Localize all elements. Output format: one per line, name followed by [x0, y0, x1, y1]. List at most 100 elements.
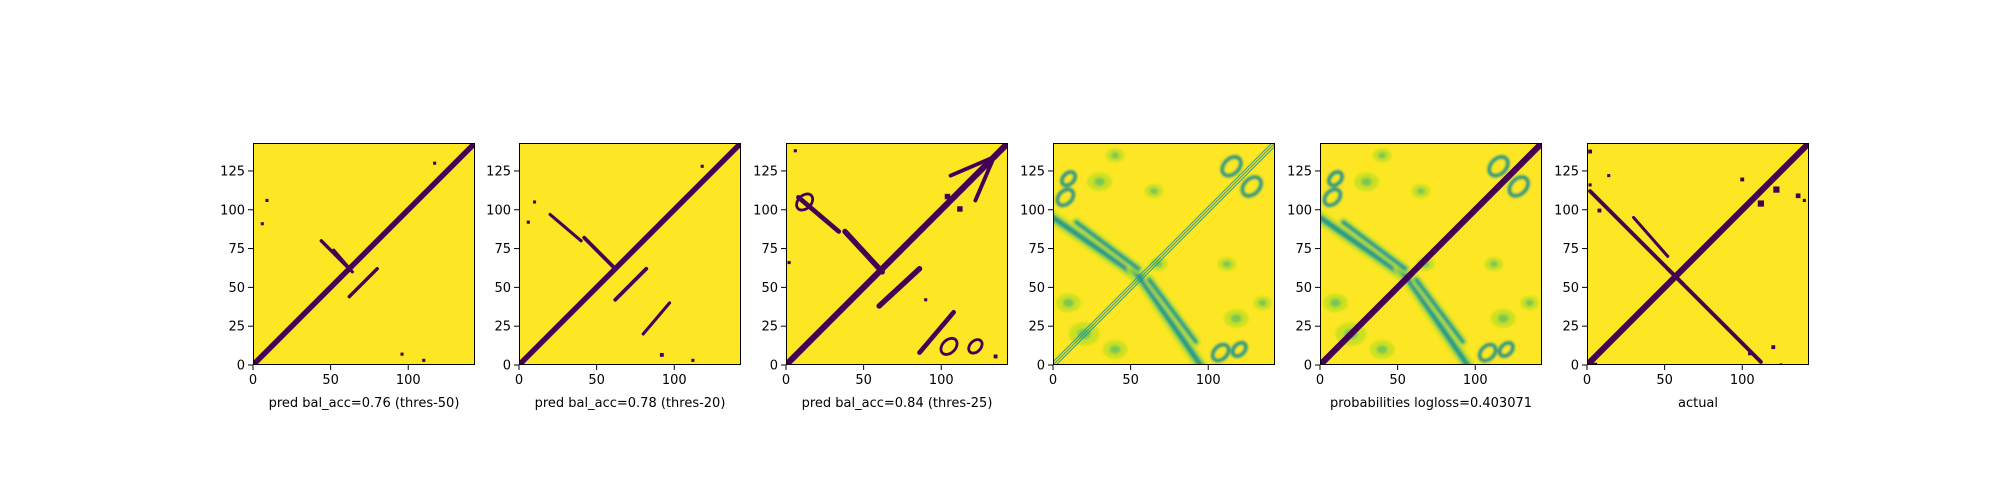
- y-tick-label: 125: [220, 164, 245, 179]
- contact-blob: [1795, 193, 1801, 199]
- contact-blob: [433, 161, 437, 165]
- probability-cloud-core: [1376, 345, 1388, 354]
- probability-cloud-core: [1110, 152, 1120, 159]
- axes-frame: [1587, 143, 1809, 365]
- band-core: [1342, 220, 1407, 270]
- probability-cloud-core: [1258, 299, 1267, 307]
- x-tick-label: 100: [1196, 373, 1221, 388]
- y-tick-label: 125: [1287, 164, 1312, 179]
- contact-ring: [1060, 170, 1077, 188]
- y-tick-label: 25: [228, 320, 245, 335]
- heatmap-cells: [1587, 143, 1809, 365]
- contact-blob: [1771, 345, 1776, 350]
- x-tick-label: 50: [322, 373, 339, 388]
- contact-blob: [1773, 186, 1780, 193]
- contact-band: [582, 235, 618, 271]
- diagonal-band: [1320, 143, 1542, 365]
- band-core: [1148, 278, 1198, 343]
- y-tick-label: 0: [503, 359, 511, 374]
- x-tick-label: 100: [662, 373, 687, 388]
- y-tick-label: 125: [753, 164, 778, 179]
- band-core: [1415, 278, 1465, 343]
- contact-blob: [400, 352, 404, 356]
- x-tick-label: 100: [1463, 373, 1488, 388]
- heatmap-panel-5: 0 50 100 0 25 50 75 100 125 probabilities logloss…: [1287, 143, 1542, 411]
- x-axis-label: pred bal_acc=0.84 (thres-25): [802, 396, 993, 411]
- contact-ring: [1240, 175, 1263, 198]
- contact-blob: [1588, 183, 1592, 187]
- diagonal-band: [253, 143, 475, 365]
- contact-blob: [957, 206, 963, 212]
- axes-frame: [1320, 143, 1542, 365]
- probability-cloud-core: [1525, 299, 1534, 307]
- probability-cloud-core: [1149, 187, 1159, 195]
- contact-ring: [1327, 170, 1344, 188]
- heatmap-panel-2: 0 50 100 0 25 50 75 100 125 pred bal_acc=0.78 (th…: [486, 143, 741, 411]
- y-tick-label: 0: [1571, 359, 1579, 374]
- heatmap-panel-1: 0 50 100 0 25 50 75 100 125 pred bal_acc=0.76 (th…: [220, 143, 475, 411]
- y-tick-label: 100: [220, 203, 245, 218]
- x-tick-label: 50: [1122, 373, 1139, 388]
- y-tick-label: 50: [1028, 281, 1045, 296]
- y-tick-label: 50: [1295, 281, 1312, 296]
- axes-frame: [1053, 143, 1275, 365]
- contact-blob: [1740, 177, 1745, 182]
- x-tick-label: 50: [1656, 373, 1673, 388]
- probability-cloud-core: [1154, 260, 1163, 268]
- contact-blob: [260, 222, 264, 226]
- axes-frame: [786, 143, 1008, 365]
- x-tick-label: 0: [249, 373, 257, 388]
- y-tick-label: 0: [1037, 359, 1045, 374]
- x-tick-label: 0: [782, 373, 790, 388]
- y-tick-label: 75: [494, 242, 511, 257]
- x-tick-label: 0: [1049, 373, 1057, 388]
- probability-cloud-core: [1416, 187, 1426, 195]
- contact-band: [332, 248, 354, 274]
- diagonal-line: [1053, 143, 1275, 365]
- contact-band: [613, 266, 649, 302]
- diagonal-band: [1587, 143, 1809, 365]
- contact-blob: [526, 220, 530, 224]
- y-tick-label: 100: [753, 203, 778, 218]
- x-axis-label: pred bal_acc=0.76 (thres-50): [269, 396, 460, 411]
- probability-cloud-core: [1360, 177, 1373, 187]
- y-tick-label: 75: [1028, 242, 1045, 257]
- contact-band: [973, 155, 996, 203]
- contact-ring: [1230, 341, 1248, 358]
- x-axis-label: probabilities logloss=0.403071: [1330, 396, 1532, 411]
- y-tick-label: 100: [1287, 203, 1312, 218]
- heatmap-cells: [1320, 143, 1542, 365]
- contact-band: [796, 195, 842, 234]
- probability-cloud-core: [1497, 314, 1509, 323]
- heatmap-panel-4: 0 50 100 0 25 50 75 100 125: [1020, 143, 1275, 388]
- y-tick-label: 125: [1554, 164, 1579, 179]
- contact-band: [876, 266, 923, 309]
- x-axis-label: pred bal_acc=0.78 (thres-20): [535, 396, 726, 411]
- x-tick-label: 0: [1583, 373, 1591, 388]
- probability-cloud-core: [1062, 298, 1075, 308]
- contact-blob: [659, 352, 664, 357]
- contact-blob: [793, 149, 797, 153]
- y-tick-label: 75: [1562, 242, 1579, 257]
- contact-ring: [1487, 155, 1510, 178]
- heatmap-panel-3: 0 50 100 0 25 50 75 100 125 pred bal_acc=0.84 (th…: [753, 143, 1008, 411]
- y-tick-label: 125: [1020, 164, 1045, 179]
- probability-cloud-core: [1230, 314, 1242, 323]
- y-tick-label: 50: [494, 281, 511, 296]
- contact-blob: [944, 193, 951, 200]
- band-core: [1075, 220, 1140, 270]
- x-tick-label: 100: [396, 373, 421, 388]
- contact-ring: [1055, 187, 1076, 208]
- contact-blob: [532, 200, 537, 204]
- diagonal-band: [786, 143, 1008, 365]
- contact-blob: [691, 358, 695, 362]
- band-core: [1399, 267, 1470, 365]
- y-tick-label: 25: [494, 320, 511, 335]
- y-tick-label: 0: [1304, 359, 1312, 374]
- contact-ring: [1507, 175, 1530, 198]
- y-tick-label: 0: [237, 359, 245, 374]
- contact-ring: [1322, 187, 1343, 208]
- y-tick-label: 25: [1028, 320, 1045, 335]
- heatmap-soft-layer: [1320, 148, 1539, 365]
